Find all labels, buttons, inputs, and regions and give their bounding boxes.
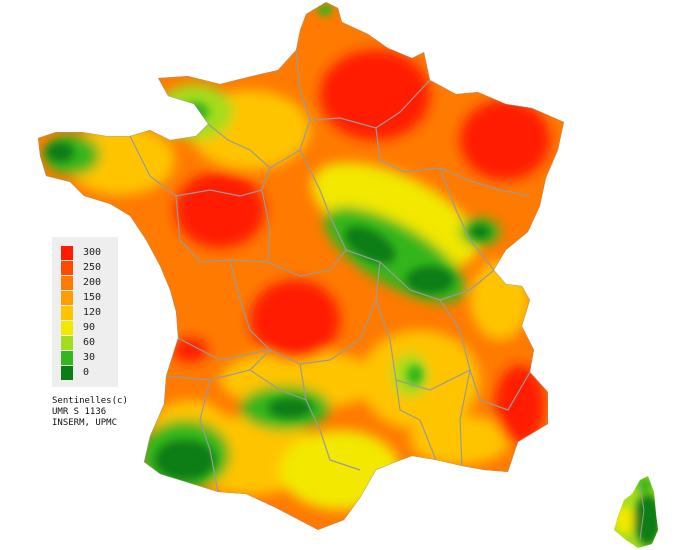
legend-row: 250 [58, 261, 118, 275]
region-borders [129, 49, 531, 493]
legend-label: 0 [83, 367, 90, 378]
legend-label: 300 [83, 247, 102, 258]
legend-row: 200 [58, 276, 118, 290]
legend-swatch [61, 291, 73, 305]
legend-swatch [61, 366, 73, 380]
legend-swatch [61, 336, 73, 350]
legend-swatch [61, 261, 73, 275]
legend-swatch [61, 306, 73, 320]
legend-label: 30 [83, 352, 96, 363]
legend-row: 90 [58, 321, 118, 335]
legend-label: 120 [83, 307, 102, 318]
credits-line: INSERM, UPMC [52, 418, 118, 428]
legend-swatch [61, 321, 73, 335]
legend-swatch [61, 276, 73, 290]
legend-row: 0 [58, 366, 118, 380]
legend-row: 30 [58, 351, 118, 365]
credits-line: UMR S 1136 [52, 407, 107, 417]
legend-row: 300 [58, 246, 118, 260]
corsica-heat [614, 476, 658, 548]
legend-label: 200 [83, 277, 102, 288]
legend-row: 120 [58, 306, 118, 320]
legend: 300 250 200 150 120 90 60 30 [52, 237, 118, 387]
legend-label: 90 [83, 322, 96, 333]
legend-label: 250 [83, 262, 102, 273]
legend-row: 150 [58, 291, 118, 305]
credits-line: Sentinelles(c) [52, 396, 128, 406]
legend-label: 60 [83, 337, 96, 348]
legend-swatch [61, 246, 73, 260]
legend-label: 150 [83, 292, 102, 303]
legend-row: 60 [58, 336, 118, 350]
credits: Sentinelles(c) UMR S 1136 INSERM, UPMC [52, 396, 128, 429]
legend-swatch [61, 351, 73, 365]
